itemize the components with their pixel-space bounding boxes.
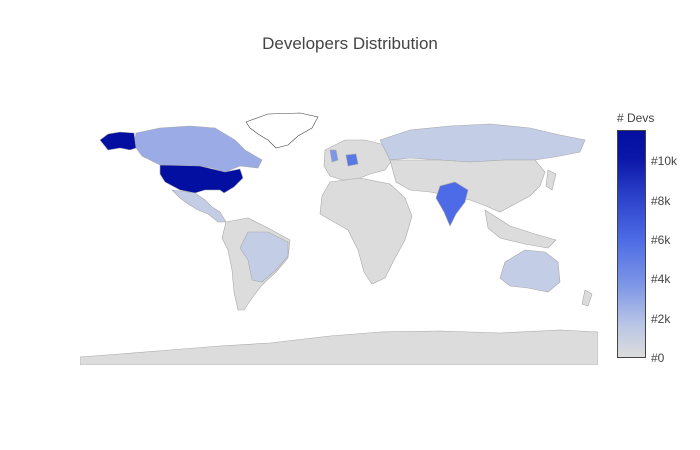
region-asia[interactable] bbox=[389, 159, 546, 213]
colorbar-tick-label: #8k bbox=[651, 193, 671, 208]
region-india[interactable] bbox=[435, 181, 469, 227]
region-canada[interactable] bbox=[133, 125, 263, 173]
region-antarctica[interactable] bbox=[80, 329, 598, 365]
region-germany[interactable] bbox=[345, 153, 359, 167]
region-southeast-asia[interactable] bbox=[484, 209, 557, 249]
region-mexico[interactable] bbox=[171, 189, 227, 223]
colorbar-tick-label: #10k bbox=[651, 154, 678, 169]
region-brazil[interactable] bbox=[239, 231, 289, 283]
region-united-kingdom[interactable] bbox=[329, 149, 339, 163]
region-russia[interactable] bbox=[379, 123, 586, 163]
colorbar-scale bbox=[617, 130, 646, 358]
region-europe[interactable] bbox=[323, 139, 393, 181]
map-title: Developers Distribution bbox=[262, 34, 438, 53]
colorbar-tick-label: #4k bbox=[651, 272, 671, 287]
colorbar-tick-label: #6k bbox=[651, 233, 671, 248]
region-australia[interactable] bbox=[499, 249, 561, 293]
region-alaska[interactable] bbox=[99, 131, 137, 151]
region-africa[interactable] bbox=[319, 177, 413, 285]
region-new-zealand[interactable] bbox=[581, 289, 593, 307]
colorbar-tick-label: #2k bbox=[651, 311, 671, 326]
region-greenland[interactable] bbox=[245, 112, 319, 149]
region-japan[interactable] bbox=[545, 169, 557, 191]
colorbar-title: # Devs bbox=[617, 111, 655, 125]
colorbar-tick-label: #0 bbox=[651, 351, 665, 365]
region-united-states[interactable] bbox=[159, 164, 244, 194]
